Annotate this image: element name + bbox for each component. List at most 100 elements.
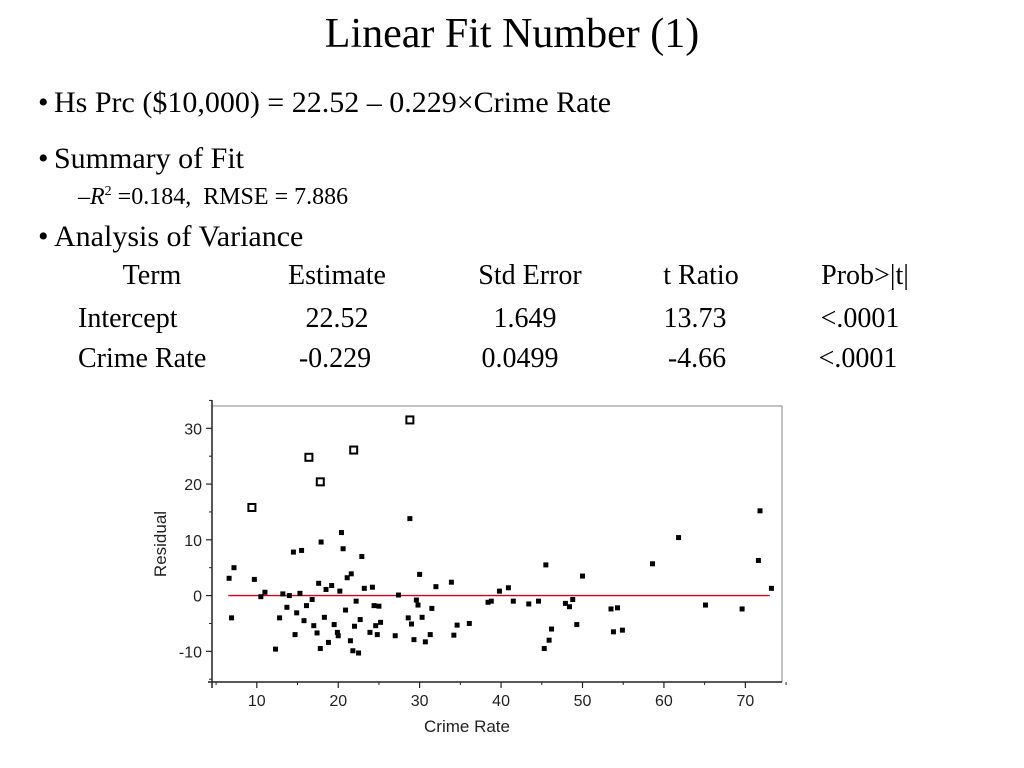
data-point [335, 633, 341, 639]
anova-row-intercept: Intercept 22.52 1.649 13.73 <.0001 [0, 303, 1024, 339]
y-tick-label: 30 [184, 421, 202, 438]
data-point [344, 575, 350, 581]
row-std-error: 1.649 [493, 303, 557, 334]
row-t-ratio: 13.73 [663, 303, 727, 334]
data-point [323, 586, 329, 592]
data-point [541, 646, 547, 652]
data-point [311, 623, 317, 629]
x-tick-label: 60 [655, 693, 673, 710]
fit-statistics: –R2 =0.184, RMSE = 7.886 [78, 184, 348, 211]
data-point [229, 615, 235, 621]
outlier-point [304, 452, 314, 462]
fit-values: =0.184, RMSE = 7.886 [111, 184, 349, 210]
data-point [343, 607, 349, 613]
data-point [433, 584, 439, 590]
data-point [526, 601, 532, 607]
anova-header-row: Term Estimate Std Error t Ratio Prob>|t| [0, 260, 1024, 296]
data-point [485, 599, 491, 605]
data-point [348, 571, 354, 577]
y-tick-label: 10 [184, 533, 202, 550]
data-point [422, 639, 428, 645]
header-estimate: Estimate [288, 260, 386, 291]
data-point [619, 627, 625, 633]
data-point [331, 622, 337, 628]
x-tick-label: 10 [248, 693, 266, 710]
data-point [303, 603, 309, 609]
data-point [768, 585, 774, 591]
data-point [371, 603, 377, 609]
x-tick-label: 70 [736, 693, 754, 710]
data-point [359, 554, 365, 560]
data-point [361, 585, 367, 591]
bullet-icon: • [38, 142, 49, 175]
axis-ticks: 10 20 30 40 50 60 70 -10 0 10 20 30 [179, 399, 787, 710]
data-point [374, 632, 380, 638]
data-point [448, 579, 454, 585]
data-point [325, 639, 331, 645]
row-prob: <.0001 [818, 343, 898, 374]
data-point [608, 606, 614, 612]
data-point [316, 580, 322, 586]
data-point [413, 597, 419, 603]
summary-bullet: • Summary of Fit [38, 142, 244, 176]
data-point [580, 573, 585, 579]
row-estimate: -0.229 [298, 343, 372, 374]
anova-bullet: • Analysis of Variance [38, 220, 303, 254]
data-point [510, 598, 516, 604]
data-point [337, 588, 343, 594]
data-point [318, 539, 324, 545]
data-point [562, 600, 568, 606]
equation-bullet: • Hs Prc ($10,000) = 22.52 – 0.229×Crime … [38, 86, 611, 120]
data-point [258, 594, 264, 600]
data-point [395, 592, 401, 598]
data-point [427, 632, 433, 638]
header-prob: Prob>|t| [821, 260, 909, 291]
slide-title: Linear Fit Number (1) [324, 11, 700, 57]
outlier-point [315, 477, 325, 487]
data-point [755, 557, 761, 563]
plot-area [211, 405, 783, 683]
summary-text: Summary of Fit [54, 142, 245, 175]
bullet-icon: • [38, 86, 49, 119]
data-point [290, 549, 296, 555]
data-point [376, 603, 382, 609]
data-point [338, 530, 344, 536]
header-t-ratio: t Ratio [663, 260, 739, 291]
row-term: Crime Rate [78, 343, 207, 374]
header-std-error: Std Error [478, 260, 582, 291]
data-point [280, 591, 286, 597]
data-point [610, 629, 616, 635]
y-axis-label: Residual [151, 511, 170, 577]
data-point [570, 596, 576, 602]
row-t-ratio: -4.66 [667, 343, 727, 374]
data-point [297, 590, 303, 596]
data-point [566, 604, 572, 610]
data-point [407, 516, 413, 522]
data-point [347, 638, 353, 644]
data-point [294, 610, 300, 616]
y-tick-label: 0 [193, 589, 202, 606]
data-point [505, 585, 511, 591]
data-point [299, 547, 305, 553]
data-point [757, 508, 763, 514]
x-tick-label: 50 [574, 693, 592, 710]
data-point [356, 650, 362, 656]
data-point [231, 565, 237, 571]
data-point [367, 629, 373, 635]
data-point [392, 633, 398, 639]
row-prob: <.0001 [820, 303, 900, 334]
data-point [292, 632, 298, 638]
r-superscript: 2 [104, 184, 112, 199]
outlier-point [247, 502, 257, 512]
residual-points [226, 415, 774, 656]
data-point [676, 535, 682, 541]
data-point [650, 561, 656, 567]
data-point [314, 630, 320, 636]
data-point [329, 583, 335, 589]
data-point [429, 605, 435, 611]
data-point [357, 617, 363, 623]
fit-dash: – [78, 184, 90, 210]
anova-row-crime-rate: Crime Rate -0.229 0.0499 -4.66 <.0001 [0, 343, 1024, 379]
data-point [321, 614, 327, 620]
data-point [419, 614, 425, 620]
